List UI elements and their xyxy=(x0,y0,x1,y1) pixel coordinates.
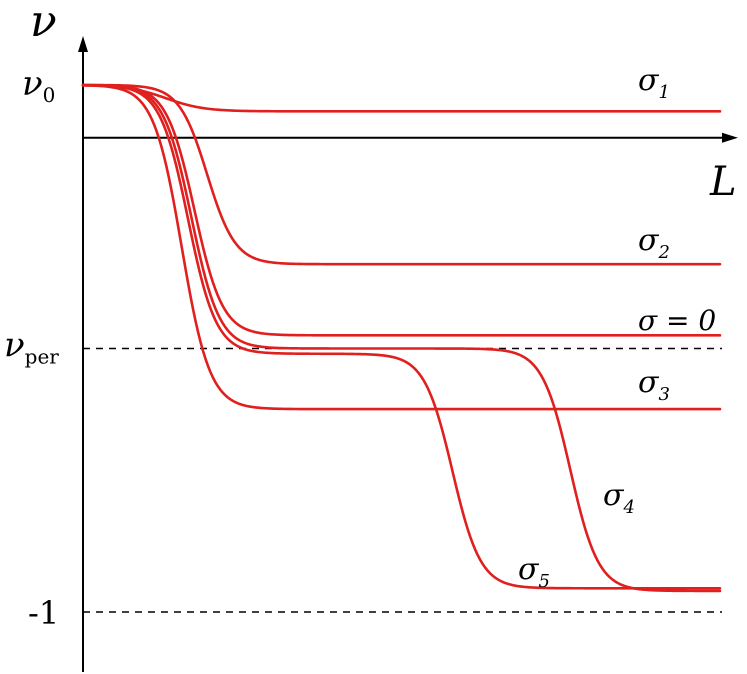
series-line-sigma0 xyxy=(81,83,722,337)
y-tick-main: ν xyxy=(4,326,25,366)
y-axis-arrow-icon xyxy=(78,36,88,52)
series-line-sigma1 xyxy=(81,84,722,113)
series-line-sigma3 xyxy=(81,83,722,411)
x-axis-label: L xyxy=(709,159,737,205)
series-label-sigma1: σ1 xyxy=(638,63,670,103)
y-tick-sub: per xyxy=(25,345,60,369)
y-tick-label-minus-one: -1 xyxy=(28,594,59,632)
y-axis-label: ν xyxy=(30,0,57,47)
series-line-sigma4 xyxy=(81,83,722,593)
series-group xyxy=(81,83,722,593)
y-tick-label-nu-per: νper xyxy=(4,326,59,369)
y-tick-main: ν xyxy=(22,64,43,104)
x-axis-arrow-icon xyxy=(722,132,738,143)
series-label-sigma3: σ3 xyxy=(638,365,670,405)
y-tick-label-nu0: ν0 xyxy=(22,64,55,107)
series-label-sigma5: σ5 xyxy=(518,552,550,592)
series-line-sigma5 xyxy=(81,83,722,590)
series-label-sigma0: σ = 0 xyxy=(638,304,716,337)
y-tick-main: -1 xyxy=(28,594,59,632)
y-tick-sub: 0 xyxy=(43,83,56,107)
series-line-sigma2 xyxy=(81,83,722,266)
series-label-sigma2: σ2 xyxy=(638,223,670,263)
series-label-sigma4: σ4 xyxy=(603,478,635,518)
